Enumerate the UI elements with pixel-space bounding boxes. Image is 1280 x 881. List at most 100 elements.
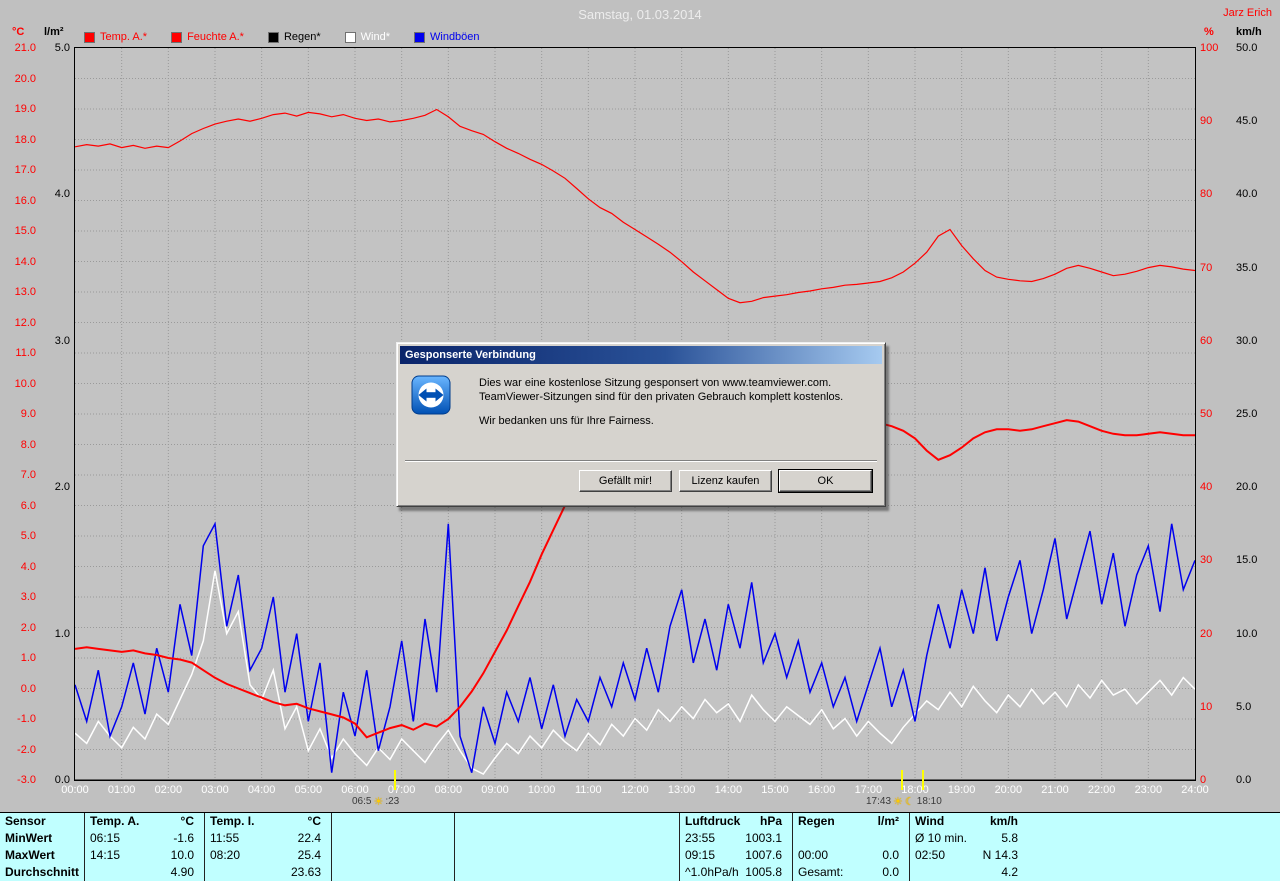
table-data-row: [455, 847, 679, 864]
cell-value: 0.0: [882, 848, 899, 862]
y-axis-label-humidity: 80: [1200, 188, 1213, 201]
y-axis-label-rain: 4.0: [54, 188, 70, 201]
y-axis-label-temp: 12.0: [14, 316, 36, 329]
dialog-titlebar[interactable]: Gesponserte Verbindung: [400, 346, 882, 364]
series-feuchte-a-: [75, 108, 1195, 304]
y-axis-label-wind: 20.0: [1236, 481, 1258, 494]
legend-item-2: Feuchte A.*: [171, 31, 244, 43]
cell-time: 09:15: [685, 848, 716, 862]
table-data-row: 09:15 1007.6: [680, 847, 792, 864]
y-axis-label-temp: 0.0: [20, 682, 36, 695]
y-axis-label-humidity: 90: [1200, 115, 1213, 128]
sensor-name: Temp. I.: [210, 814, 255, 828]
cell-value: -1.6: [173, 831, 194, 845]
cell-time: 08:20: [210, 848, 241, 862]
unit-header-wind: km/h: [1236, 26, 1262, 38]
y-axis-label-humidity: 0: [1200, 774, 1207, 786]
legend-swatch-icon: [344, 31, 356, 43]
y-axis-label-temp: 1.0: [20, 652, 36, 664]
table-data-row: [332, 830, 454, 847]
y-axis-label-wind: 40.0: [1236, 188, 1258, 201]
y-axis-label-wind: 45.0: [1236, 115, 1258, 128]
y-axis-label-temp: 21.0: [14, 42, 36, 54]
y-axis-label-temp: 11.0: [15, 347, 36, 359]
table-data-row: 02:50 N 14.3: [910, 847, 1028, 864]
legend-label: Windböen: [430, 31, 480, 43]
x-axis-label: 08:00: [434, 784, 463, 796]
legend-label: Regen*: [283, 31, 321, 43]
table-column-empty: [455, 813, 680, 881]
table-row-label: Durchschnitt: [5, 865, 80, 879]
legend-swatch-icon: [84, 31, 95, 43]
like-button[interactable]: Gefällt mir!: [579, 470, 672, 492]
x-axis-label: 05:00: [294, 784, 323, 796]
y-axis-label-temp: 15.0: [14, 225, 36, 237]
user-name: Jarz Erich: [1223, 7, 1272, 19]
table-data-row: 06:15 -1.6: [85, 830, 204, 847]
y-axis-label-temp: 8.0: [20, 438, 36, 451]
y-axis-label-temp: 10.0: [14, 377, 36, 390]
dialog-text-line1: Dies war eine kostenlose Sitzung gespons…: [479, 377, 832, 389]
x-axis-label: 24:00: [1181, 784, 1209, 796]
y-axis-label-wind: 50.0: [1236, 42, 1258, 54]
cell-time: 02:50: [915, 848, 946, 862]
x-axis-label: 22:00: [1087, 784, 1116, 796]
table-data-row: [793, 830, 909, 847]
sensor-unit: hPa: [759, 814, 782, 828]
sensor-unit: km/h: [989, 814, 1018, 828]
y-axis-label-humidity: 10: [1200, 700, 1213, 713]
table-data-row: Gesamt: 0.0: [793, 864, 909, 881]
table-row-label: MinWert: [5, 831, 53, 845]
x-axis-label: 06:00: [341, 784, 369, 796]
cell-value: 10.0: [170, 848, 194, 862]
legend-label: Temp. A.*: [100, 31, 148, 43]
sunrise-marker: [394, 770, 396, 790]
cell-value: 25.4: [297, 848, 321, 862]
sunrise-time-pre: 06:5: [352, 796, 372, 807]
cell-value: 0.0: [882, 865, 899, 879]
x-axis-label: 18:00: [901, 784, 929, 796]
table-row-label: Sensor: [5, 814, 46, 828]
x-axis-label: 15:00: [761, 784, 789, 796]
table-data-row: Ø 10 min. 5.8: [910, 830, 1028, 847]
cell-value: 23.63: [290, 865, 321, 879]
x-axis-label: 07:00: [387, 784, 416, 796]
x-axis-label: 20:00: [994, 784, 1023, 796]
y-axis-label-temp: -1.0: [17, 713, 36, 725]
y-axis-label-wind: 10.0: [1236, 627, 1258, 640]
sensor-unit: °C: [180, 814, 194, 828]
buy-license-button[interactable]: Lizenz kaufen: [679, 470, 772, 492]
table-column-temp-a-: Temp. A. °C 06:15 -1.6 14:15 10.0 4.90: [85, 813, 205, 881]
cell-time: Gesamt:: [798, 865, 844, 879]
x-axis-label: 01:00: [107, 784, 136, 796]
y-axis-label-temp: 9.0: [20, 408, 36, 420]
table-column-regen: Regen l/m² 00:00 0.0 Gesamt: 0.0: [793, 813, 910, 881]
y-axis-label-rain: 1.0: [54, 627, 70, 640]
table-column-header: Luftdruck hPa: [680, 813, 792, 830]
x-axis-label: 19:00: [947, 784, 976, 796]
y-axis-label-temp: 7.0: [20, 469, 36, 481]
table-column-inner: Wind km/h Ø 10 min. 5.8 02:50 N 14.3 4.2: [910, 813, 1028, 881]
chart-legend: Temp. A.* Feuchte A.* Regen* Wind* Windböen: [84, 31, 504, 43]
y-axis-label-temp: 13.0: [14, 286, 36, 298]
table-column-header: [332, 813, 454, 830]
y-axis-label-wind: 30.0: [1236, 334, 1258, 347]
y-axis-label-rain: 3.0: [54, 334, 70, 347]
cell-value: 5.8: [1001, 831, 1018, 845]
y-axis-label-humidity: 40: [1200, 481, 1213, 494]
ok-button[interactable]: OK: [778, 469, 873, 493]
unit-header-temp: °C: [12, 26, 25, 38]
legend-item-4: Wind*: [344, 31, 390, 43]
table-column-luftdruck: Luftdruck hPa 23:55 1003.1 09:15 1007.6 ^1.0hP…: [680, 813, 793, 881]
table-data-row: 08:20 25.4: [205, 847, 331, 864]
cell-value: 4.90: [170, 865, 194, 879]
cell-value: 4.2: [1001, 865, 1018, 879]
table-column-empty: [332, 813, 455, 881]
x-axis-label: 10:00: [527, 784, 556, 796]
y-axis-label-humidity: 70: [1200, 261, 1213, 274]
y-axis-label-rain: 5.0: [54, 42, 70, 54]
teamviewer-icon: [411, 375, 451, 415]
moonrise-time: 18:10: [916, 796, 942, 807]
dialog-buttons: Gefällt mir! Lizenz kaufen OK: [579, 469, 873, 493]
y-axis-label-temp: 6.0: [20, 499, 36, 512]
